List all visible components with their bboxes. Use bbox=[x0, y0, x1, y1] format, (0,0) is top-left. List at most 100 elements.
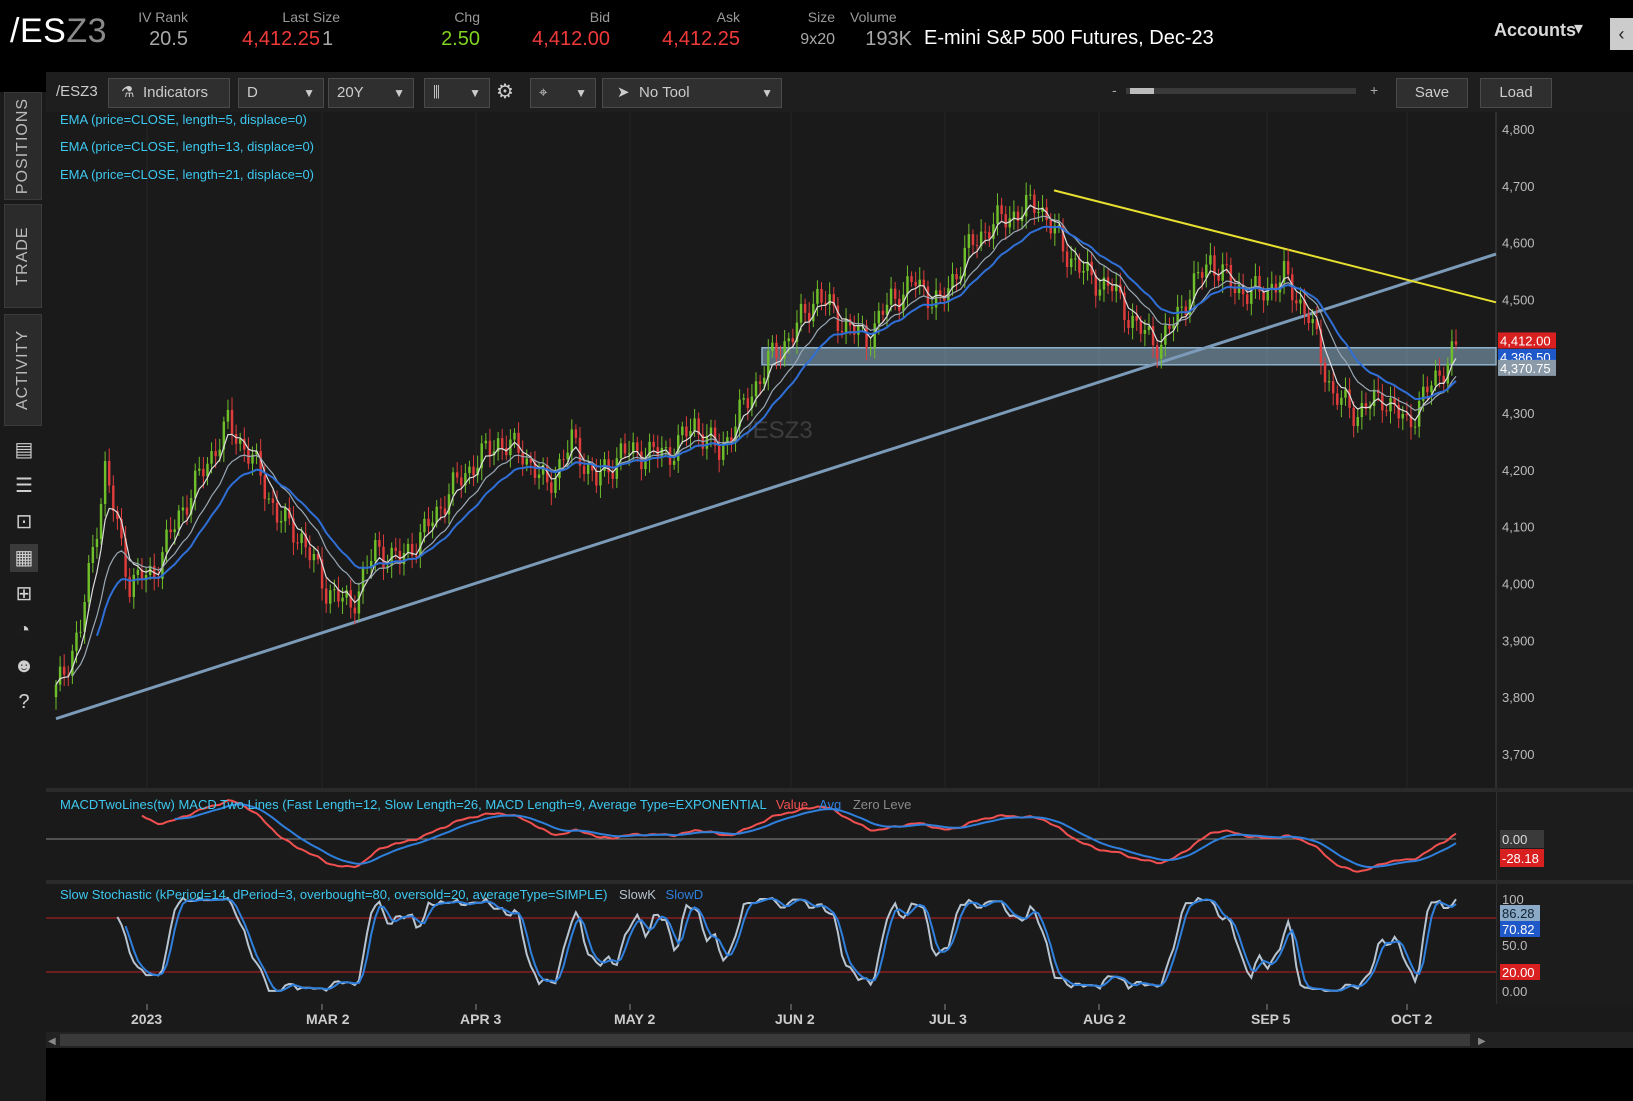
accounts-button[interactable]: Accounts bbox=[1494, 20, 1577, 40]
candle-body bbox=[742, 398, 745, 400]
chart-style-select[interactable]: ⫼ ▼ bbox=[424, 78, 490, 108]
price-chart[interactable]: 4,8004,7004,6004,5004,4004,3004,2004,100… bbox=[46, 112, 1633, 1101]
candle-body bbox=[132, 574, 136, 597]
candle-body bbox=[263, 475, 266, 499]
save-button[interactable]: Save bbox=[1396, 78, 1468, 108]
help-icon[interactable]: ? bbox=[18, 691, 30, 713]
ema-lines bbox=[55, 204, 1457, 685]
ema5-label[interactable]: EMA (price=CLOSE, length=5, displace=0) bbox=[60, 112, 307, 127]
candle-body bbox=[87, 562, 90, 602]
candle-icon: ⫼ bbox=[433, 84, 440, 101]
candle-body bbox=[451, 472, 455, 495]
candle-body bbox=[812, 303, 815, 322]
pane-divider[interactable] bbox=[46, 880, 1633, 884]
candle-body bbox=[54, 684, 58, 698]
list-icon[interactable]: ☰ bbox=[15, 475, 33, 497]
scrollbar-thumb[interactable] bbox=[60, 1034, 1470, 1046]
price-badge-value: 4,370.75 bbox=[1500, 361, 1551, 376]
candle-body bbox=[697, 418, 700, 435]
bid-value[interactable]: 4,412.00 bbox=[532, 28, 610, 50]
zoom-in-button[interactable]: + bbox=[1370, 82, 1379, 98]
candle-body bbox=[251, 454, 254, 464]
resistance-trendline[interactable] bbox=[1053, 189, 1497, 304]
people-icon[interactable]: ☻ bbox=[13, 655, 35, 677]
candle-body bbox=[1262, 291, 1265, 301]
candle-body bbox=[799, 303, 803, 323]
macd-lines bbox=[141, 799, 1457, 873]
chevron-left-icon[interactable]: ‹ bbox=[1610, 18, 1633, 50]
symbol-title[interactable]: /ESZ3 bbox=[10, 12, 107, 50]
candle-body bbox=[1372, 389, 1376, 407]
ema5-line bbox=[55, 204, 1457, 685]
candle-body bbox=[1102, 277, 1106, 290]
ema13-label[interactable]: EMA (price=CLOSE, length=13, displace=0) bbox=[60, 139, 314, 154]
candle-body bbox=[1151, 325, 1155, 346]
price-tick-label: 3,800 bbox=[1502, 690, 1535, 705]
support-zone[interactable] bbox=[761, 346, 1497, 366]
zoom-slider[interactable] bbox=[1126, 88, 1356, 94]
drawing-select[interactable]: ⌖ ▼ bbox=[530, 78, 596, 108]
support-trendline[interactable] bbox=[55, 252, 1497, 721]
candle-body bbox=[828, 294, 831, 305]
gear-icon[interactable]: ⚙ bbox=[496, 81, 514, 103]
candle-body bbox=[1266, 288, 1269, 301]
zoom-out-button[interactable]: - bbox=[1112, 82, 1117, 98]
scroll-left-icon[interactable]: ◀ bbox=[48, 1036, 56, 1047]
candle-body bbox=[243, 438, 246, 450]
oversold-value: 20.00 bbox=[1502, 965, 1535, 980]
candle-body bbox=[1065, 251, 1069, 268]
ask-value[interactable]: 4,412.25 bbox=[662, 28, 740, 50]
chevron-down-icon[interactable]: ▾ bbox=[1574, 18, 1584, 38]
slowk-value: 86.28 bbox=[1502, 906, 1535, 921]
candle-body bbox=[533, 462, 537, 478]
stochastic-label[interactable]: Slow Stochastic (kPeriod=14, dPeriod=3, … bbox=[60, 887, 703, 902]
candle-body bbox=[259, 451, 262, 476]
scroll-right-icon[interactable]: ▶ bbox=[1478, 1036, 1486, 1047]
tiles-icon[interactable]: ⊞ bbox=[15, 583, 33, 605]
aggregation-select[interactable]: D ▼ bbox=[238, 78, 324, 108]
ema21-label[interactable]: EMA (price=CLOSE, length=21, displace=0) bbox=[60, 167, 314, 182]
gauge-icon[interactable]: ◔ bbox=[17, 619, 31, 641]
candle-body bbox=[71, 650, 74, 676]
tab-activity[interactable]: ACTIVITY bbox=[4, 314, 42, 426]
candle-body bbox=[1430, 385, 1433, 393]
candle-body bbox=[652, 441, 655, 448]
candle-body bbox=[1270, 283, 1274, 289]
price-axis: 4,8004,7004,6004,5004,4004,3004,2004,100… bbox=[1502, 122, 1535, 762]
candle-body bbox=[455, 472, 459, 478]
candle-body bbox=[537, 474, 541, 478]
candle-body bbox=[578, 437, 582, 466]
tv-icon[interactable]: ⊡ bbox=[15, 511, 33, 533]
candle-body bbox=[738, 399, 741, 427]
zoom-slider-thumb[interactable] bbox=[1130, 88, 1154, 94]
candle-body bbox=[382, 546, 385, 568]
candle-body bbox=[1246, 294, 1249, 304]
candle-body bbox=[848, 319, 852, 326]
candle-body bbox=[1286, 261, 1290, 275]
grid-chart-icon[interactable]: ▦ bbox=[10, 544, 38, 572]
candle-body bbox=[206, 463, 209, 477]
time-tick-label: AUG 2 bbox=[1083, 1011, 1126, 1027]
tool-select[interactable]: ➤ No Tool ▼ bbox=[602, 78, 782, 108]
candle-body bbox=[394, 547, 397, 551]
macd-label[interactable]: MACDTwoLines(tw) MACD Two Lines (Fast Le… bbox=[60, 797, 911, 812]
pane-divider[interactable] bbox=[46, 788, 1633, 792]
candle-body bbox=[689, 431, 692, 437]
timeframe-select[interactable]: 20Y ▼ bbox=[328, 78, 414, 108]
candle-body bbox=[128, 576, 131, 597]
tab-positions[interactable]: POSITIONS bbox=[4, 92, 42, 200]
stochastic-pane bbox=[46, 884, 1496, 1004]
ivrank-label: IV Rank bbox=[138, 9, 188, 25]
candle-body bbox=[419, 532, 422, 557]
candle-body bbox=[1160, 344, 1163, 359]
chart-icon[interactable]: ▤ bbox=[14, 439, 34, 461]
candle-body bbox=[1176, 306, 1179, 325]
candle-body bbox=[693, 418, 696, 432]
load-button[interactable]: Load bbox=[1480, 78, 1552, 108]
candle-body bbox=[238, 438, 242, 444]
candle-body bbox=[1115, 284, 1118, 292]
indicators-button[interactable]: ⚗ Indicators bbox=[108, 78, 230, 108]
candle-body bbox=[869, 347, 872, 349]
tab-trade[interactable]: TRADE bbox=[4, 204, 42, 308]
candle-body bbox=[222, 421, 226, 450]
